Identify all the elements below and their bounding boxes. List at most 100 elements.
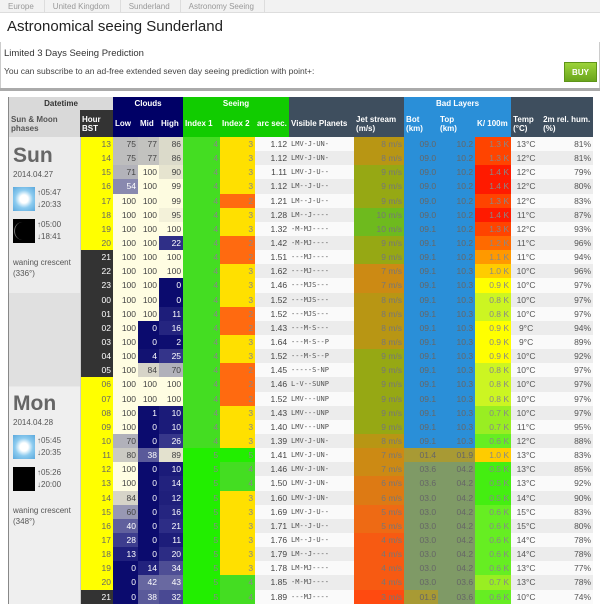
seeing-index2: 3	[220, 518, 256, 533]
bad-layer-bottom: 09.1	[404, 349, 439, 364]
seeing-arcsec: 1.76	[255, 532, 290, 548]
seeing-arcsec: 1.50	[255, 476, 290, 491]
cloud-high: 20	[159, 547, 184, 562]
bad-layer-top: 03.6	[438, 575, 476, 590]
jet-stream: 6 m/s	[354, 490, 405, 505]
seeing-index2: 2	[220, 193, 256, 208]
cloud-high: 34	[159, 561, 184, 576]
humidity: 92%	[541, 349, 594, 364]
seeing-index2: 5	[220, 448, 256, 463]
temperature: 10°C	[511, 405, 542, 420]
humidity: 79%	[541, 165, 594, 180]
humidity: 80%	[541, 518, 594, 533]
seeing-arcsec: 1.46	[255, 278, 290, 293]
bad-layer-k: 1.1 K	[475, 250, 512, 265]
temperature: 12°C	[511, 221, 542, 236]
cloud-high: 99	[159, 179, 184, 194]
moon-phase-angle: (336°)	[13, 269, 35, 278]
table-row: 07 100 100 100 4 2 1.52 LMV---UNP 9 m/s 09.1 10.3 0…	[9, 391, 594, 406]
jet-stream: 8 m/s	[354, 151, 405, 166]
seeing-index2: 2	[220, 250, 256, 265]
temperature: 12°C	[511, 151, 542, 166]
seeing-index2: 3	[220, 334, 256, 350]
bad-layer-top: 04.2	[438, 504, 476, 519]
cloud-low: 0	[113, 561, 139, 576]
seeing-index1: 5	[183, 561, 221, 576]
cloud-high: 22	[159, 235, 184, 251]
bad-layer-top: 04.2	[438, 490, 476, 505]
bad-layer-k: 1.4 K	[475, 165, 512, 180]
cloud-mid: 100	[138, 207, 160, 222]
group-blank-2	[511, 97, 594, 110]
humidity: 87%	[541, 207, 594, 222]
header-low: Low	[113, 110, 139, 137]
bad-layer-top: 04.2	[438, 518, 476, 533]
seeing-index2: 4	[220, 589, 256, 604]
bad-layer-top: 10.2	[438, 207, 476, 222]
cloud-mid: 100	[138, 250, 160, 265]
page-title: Astronomical seeing Sunderland	[7, 18, 223, 35]
seeing-arcsec: 1.64	[255, 334, 290, 350]
cloud-low: 60	[113, 504, 139, 519]
bad-layer-k: 0.7 K	[475, 405, 512, 420]
humidity: 97%	[541, 306, 594, 321]
cloud-low: 71	[113, 165, 139, 180]
moonset-time: 18:41	[41, 232, 62, 241]
hour-cell: 15	[80, 504, 114, 519]
humidity: 94%	[541, 250, 594, 265]
seeing-arcsec: 1.45	[255, 363, 290, 378]
bad-layer-k: 1.4 K	[475, 179, 512, 194]
humidity: 93%	[541, 221, 594, 236]
seeing-index1: 4	[183, 433, 221, 449]
cloud-low: 100	[113, 349, 139, 364]
humidity: 97%	[541, 405, 594, 420]
buy-button[interactable]: BUY	[564, 62, 597, 82]
humidity: 80%	[541, 179, 594, 194]
cloud-low: 40	[113, 518, 139, 533]
breadcrumb-europe[interactable]: Europe	[0, 0, 45, 13]
seeing-index1: 4	[183, 250, 221, 265]
cloud-mid: 77	[138, 151, 160, 166]
seeing-index2: 3	[220, 221, 256, 236]
seeing-index1: 4	[183, 193, 221, 208]
bad-layer-top: 10.3	[438, 433, 476, 449]
bad-layer-top: 10.3	[438, 264, 476, 279]
visible-planets: ---MJ----	[289, 264, 355, 279]
cloud-mid: 0	[138, 490, 160, 505]
breadcrumb-astronomy-seeing[interactable]: Astronomy Seeing	[181, 0, 266, 13]
temperature: 13°C	[511, 561, 542, 576]
jet-stream: 8 m/s	[354, 306, 405, 321]
temperature: 15°C	[511, 518, 542, 533]
bad-layer-k: 0.6 K	[475, 561, 512, 576]
jet-stream: 10 m/s	[354, 221, 405, 236]
cloud-high: 21	[159, 518, 184, 533]
table-row: 20 100 100 22 4 2 1.42 -M-MJ---- 9 m/s 09.1 10.2 1.…	[9, 235, 594, 251]
table-row: 23 100 100 0 4 3 1.46 ---MJS--- 7 m/s 09.1 10.3 0.9…	[9, 278, 594, 293]
seeing-index2: 3	[220, 264, 256, 279]
jet-stream: 4 m/s	[354, 547, 405, 562]
jet-stream: 9 m/s	[354, 250, 405, 265]
seeing-index1: 4	[183, 391, 221, 406]
seeing-index2: 2	[220, 320, 256, 335]
breadcrumb-united-kingdom[interactable]: United Kingdom	[45, 0, 121, 13]
temperature: 14°C	[511, 532, 542, 548]
humidity: 85%	[541, 462, 594, 477]
table-row: 18 100 100 95 4 3 1.28 LM--J---- 10 m/s 09.0 10.2 1…	[9, 207, 594, 222]
bad-layer-k: 0.6 K	[475, 532, 512, 548]
bad-layer-k: 0.6 K	[475, 547, 512, 562]
bad-layer-bottom: 09.1	[404, 391, 439, 406]
breadcrumb-sunderland[interactable]: Sunderland	[121, 0, 181, 13]
cloud-low: 100	[113, 278, 139, 293]
bad-layer-k: 1.0 K	[475, 448, 512, 463]
visible-planets: -----S-NP	[289, 363, 355, 378]
cloud-mid: 0	[138, 532, 160, 548]
table-row: 09 100 0 10 4 3 1.40 LMV---UNP 9 m/s 09.1 10.3 0.7 …	[9, 419, 594, 434]
humidity: 78%	[541, 547, 594, 562]
bad-layer-top: 01.9	[438, 448, 476, 463]
cloud-high: 100	[159, 377, 184, 392]
humidity: 90%	[541, 490, 594, 505]
table-row: Mon 2014.04.28 ↑05:45 ↓20:35 ↑05:26 ↓20:…	[9, 292, 594, 604]
hour-cell: 16	[80, 179, 114, 194]
seeing-index2: 3	[220, 349, 256, 364]
seeing-arcsec: 1.79	[255, 547, 290, 562]
